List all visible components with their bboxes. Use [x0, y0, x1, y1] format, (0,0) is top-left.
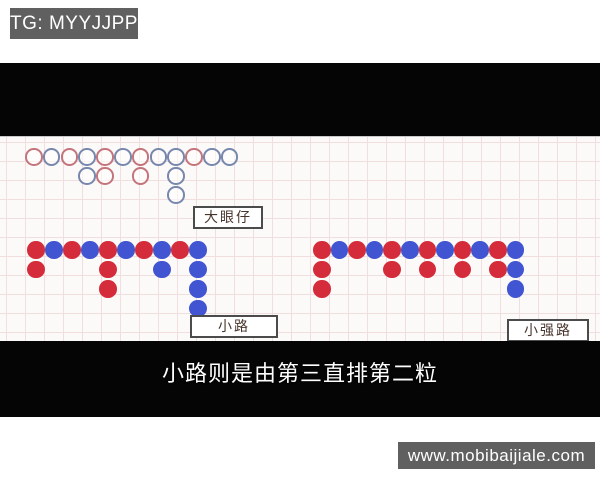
- small_road_right-dot: [330, 241, 349, 259]
- big_eye_boy-dot: [96, 148, 114, 166]
- big_eye_boy-dot: [114, 148, 132, 166]
- small_road_right-dot: [489, 260, 507, 278]
- small_road_right-dot: [506, 241, 525, 259]
- watermark-badge-bottom: www.mobibaijiale.com: [398, 442, 595, 469]
- big_eye_boy-dot: [42, 148, 61, 166]
- letterbox-bottom: 小路则是由第三直排第二粒: [0, 341, 600, 417]
- small_road_left-dot: [153, 241, 171, 259]
- small_road_right-dot: [313, 241, 331, 259]
- small_road_right-dot: [489, 241, 507, 259]
- small_road_left-dot: [135, 241, 153, 259]
- small_road_right-dot: [401, 241, 419, 259]
- watermark-badge-top: TG: MYYJJPP: [10, 8, 138, 39]
- big_eye_boy-dot: [167, 186, 185, 204]
- small_road_right-dot: [383, 241, 401, 259]
- small_road_left-dot: [27, 260, 45, 278]
- big_eye_boy-dot: [25, 148, 43, 166]
- big_eye_boy-dot: [167, 167, 185, 185]
- small_road_left-dot: [189, 241, 207, 259]
- small_road_right-dot: [506, 280, 525, 298]
- watermark-bottom-text: www.mobibaijiale.com: [407, 445, 586, 465]
- small_road_right-dot: [313, 260, 331, 278]
- big_eye_boy-dot: [78, 167, 96, 185]
- small_road_left-dot: [153, 260, 171, 278]
- big_eye_boy-dot: [149, 148, 168, 166]
- small_road_right-dot: [418, 260, 437, 278]
- big_eye_boy-dot: [220, 148, 239, 166]
- small_road_left-dot: [63, 241, 81, 259]
- small_road_left-dot: [27, 241, 45, 259]
- small_road_right-dot: [383, 260, 401, 278]
- big_eye_boy-dot: [78, 148, 96, 166]
- small_road_left-dot: [171, 241, 189, 259]
- big_eye_boy-dot: [60, 148, 79, 166]
- small_road_left-dot: [99, 280, 117, 298]
- small_road_right-dot: [418, 241, 437, 259]
- subtitle-text: 小路则是由第三直排第二粒: [161, 361, 438, 386]
- big_eye_boy-dot: [131, 148, 150, 166]
- small_road_right-dot: [313, 280, 331, 298]
- big_eye_boy-dot: [185, 148, 203, 166]
- big_eye_boy-dot: [167, 148, 185, 166]
- roads-overlay: [0, 137, 600, 341]
- label-cockroach-road: 小强路: [507, 319, 589, 341]
- small_road_right-dot: [471, 241, 489, 259]
- watermark-top-text: TG: MYYJJPP: [10, 12, 138, 34]
- small_road_right-dot: [453, 260, 472, 278]
- small_road_right-dot: [365, 241, 384, 259]
- small_road_right-dot: [436, 241, 454, 259]
- small_road_left-dot: [189, 280, 207, 298]
- big_eye_boy-dot: [131, 167, 150, 185]
- small_road_left-dot: [99, 241, 117, 259]
- label-big-eye-boy: 大眼仔: [193, 206, 263, 229]
- small_road_left-dot: [99, 260, 117, 278]
- small_road_left-dot: [81, 241, 99, 259]
- big_eye_boy-dot: [96, 167, 114, 185]
- small_road_left-dot: [117, 241, 135, 259]
- letterbox-top: [0, 63, 600, 137]
- small_road_right-dot: [453, 241, 472, 259]
- small_road_right-dot: [506, 260, 525, 278]
- small_road_left-dot: [189, 260, 207, 278]
- small_road_right-dot: [348, 241, 366, 259]
- big_eye_boy-dot: [203, 148, 221, 166]
- roadmap-grid: 大眼仔 小路 小强路: [0, 137, 600, 341]
- small_road_left-dot: [45, 241, 63, 259]
- video-frame: 大眼仔 小路 小强路 小路则是由第三直排第二粒: [0, 63, 600, 417]
- small_road_left-dot: [189, 299, 207, 317]
- label-small-road: 小路: [190, 315, 278, 338]
